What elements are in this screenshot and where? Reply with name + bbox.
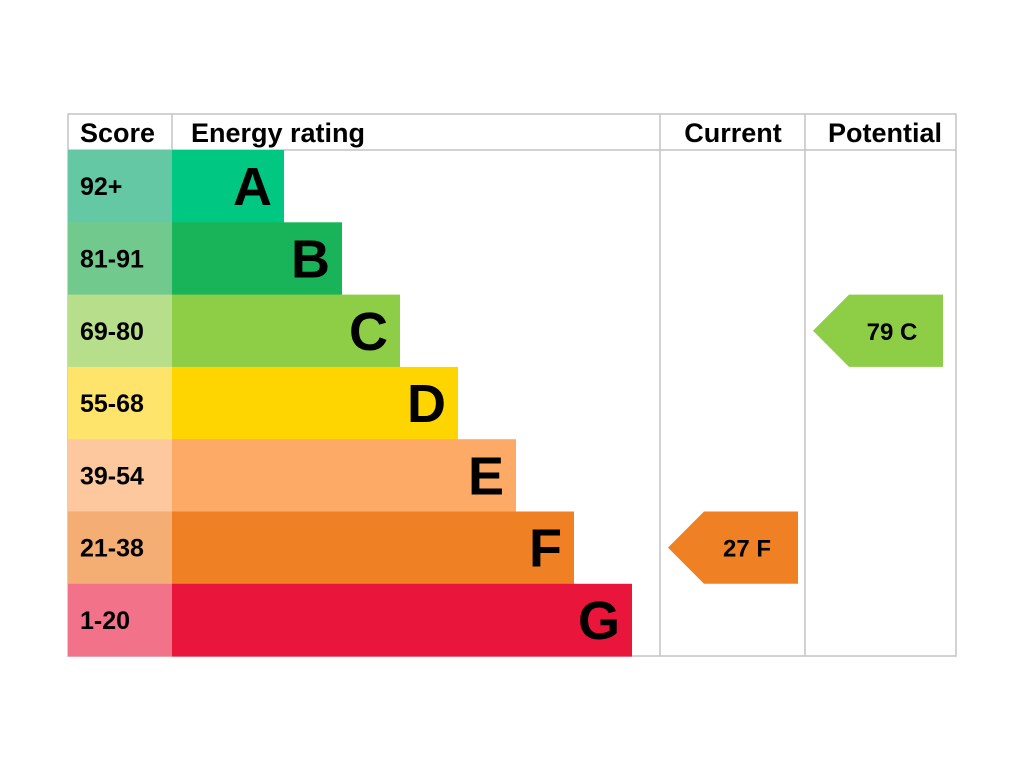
header-current: Current bbox=[684, 118, 782, 148]
score-range-e: 39-54 bbox=[80, 462, 144, 490]
score-range-b: 81-91 bbox=[80, 245, 144, 273]
band-letter-g: G bbox=[578, 591, 620, 651]
band-bar-g bbox=[172, 583, 632, 657]
score-cell-f bbox=[68, 511, 172, 585]
band-letter-d: D bbox=[407, 374, 446, 434]
band-bar-a bbox=[172, 150, 284, 223]
score-cell-b bbox=[68, 222, 172, 296]
potential-indicator-label: 79 C bbox=[867, 319, 918, 346]
band-bar-b bbox=[172, 222, 342, 296]
header-potential: Potential bbox=[828, 118, 942, 148]
rating-indicators: 27 F 79 C bbox=[668, 294, 943, 584]
band-bar-f bbox=[172, 511, 574, 585]
header-score: Score bbox=[80, 118, 155, 148]
score-range-g: 1-20 bbox=[80, 607, 130, 635]
score-cell-d bbox=[68, 366, 172, 440]
band-bar-e bbox=[172, 439, 516, 512]
score-cell-e bbox=[68, 439, 172, 512]
current-indicator-arrow bbox=[668, 511, 798, 584]
score-range-a: 92+ bbox=[80, 173, 122, 201]
band-letter-f: F bbox=[529, 519, 562, 579]
current-indicator-label: 27 F bbox=[723, 536, 771, 563]
score-range-d: 55-68 bbox=[80, 390, 144, 418]
band-letter-a: A bbox=[233, 157, 272, 217]
rating-bands: 92+ A 81-91 B 69-80 C 55-68 D 39-54 E 21-38 F 1-20 G bbox=[68, 150, 632, 657]
band-letter-e: E bbox=[468, 446, 504, 506]
score-cell-c bbox=[68, 294, 172, 368]
score-cell-g bbox=[68, 583, 172, 657]
score-cell-a bbox=[68, 150, 172, 223]
band-bar-d bbox=[172, 366, 458, 440]
band-letter-b: B bbox=[291, 229, 330, 289]
header-energy-rating: Energy rating bbox=[191, 118, 365, 148]
band-letter-c: C bbox=[349, 302, 388, 362]
potential-indicator-arrow bbox=[813, 294, 943, 367]
band-bar-c bbox=[172, 294, 400, 368]
score-range-f: 21-38 bbox=[80, 535, 144, 563]
score-range-c: 69-80 bbox=[80, 318, 144, 346]
